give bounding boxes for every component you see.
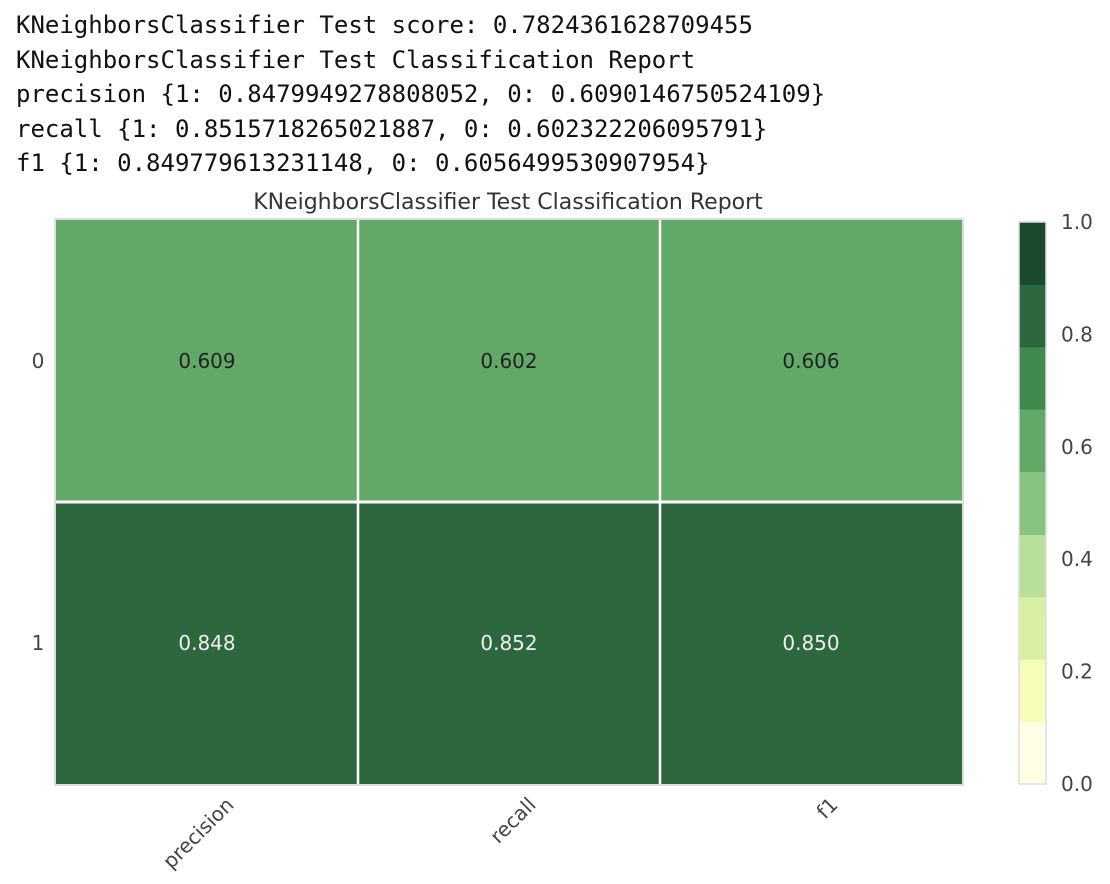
console-line-precision: precision {1: 0.8479949278808052, 0: 0.6… bbox=[16, 80, 826, 108]
chart-title: KNeighborsClassifier Test Classification… bbox=[253, 190, 763, 215]
plot-frame bbox=[54, 218, 964, 786]
colorbar-segment bbox=[1019, 659, 1046, 723]
colorbar-tick-labels: 0.0 0.2 0.4 0.6 0.8 1.0 bbox=[1061, 210, 1093, 796]
colorbar-segment bbox=[1019, 721, 1046, 785]
colorbar-tick-label: 0.6 bbox=[1061, 435, 1093, 459]
colorbar-segment bbox=[1019, 534, 1046, 598]
console-output: KNeighborsClassifier Test score: 0.78243… bbox=[16, 8, 825, 181]
heatmap-value-labels: 0.609 0.602 0.606 0.848 0.852 0.850 bbox=[178, 349, 839, 655]
colorbar bbox=[1018, 221, 1047, 785]
console-line-report-header: KNeighborsClassifier Test Classification… bbox=[16, 45, 696, 74]
cell-value-label: 0.848 bbox=[178, 631, 235, 655]
colorbar-tick-label: 1.0 bbox=[1061, 210, 1093, 234]
colorbar-tick-label: 0.0 bbox=[1061, 772, 1093, 796]
heatmap-cell bbox=[358, 220, 660, 502]
heatmap-cell bbox=[358, 502, 660, 784]
console-line-f1: f1 {1: 0.849779613231148, 0: 0.605649953… bbox=[16, 149, 710, 177]
colorbar-tick-label: 0.4 bbox=[1061, 547, 1093, 571]
console-line-score: KNeighborsClassifier Test score: 0.78243… bbox=[16, 11, 753, 39]
cell-value-label: 0.606 bbox=[782, 349, 839, 373]
colorbar-segment bbox=[1019, 284, 1046, 348]
colorbar-segment bbox=[1019, 346, 1046, 410]
y-tick-label: 1 bbox=[32, 631, 45, 655]
heatmap-cell bbox=[56, 502, 358, 784]
heatmap-grid-lines bbox=[56, 220, 962, 784]
cell-value-label: 0.852 bbox=[480, 631, 537, 655]
colorbar-segment bbox=[1019, 222, 1046, 285]
x-tick-label: precision bbox=[158, 793, 239, 874]
y-tick-label: 0 bbox=[32, 349, 45, 373]
cell-value-label: 0.850 bbox=[782, 631, 839, 655]
colorbar-frame bbox=[1018, 221, 1047, 785]
x-tick-label: f1 bbox=[812, 793, 843, 824]
heatmap-cell bbox=[56, 220, 358, 502]
cell-value-label: 0.609 bbox=[178, 349, 235, 373]
heatmap-cell bbox=[660, 220, 962, 502]
colorbar-tick-label: 0.2 bbox=[1061, 660, 1093, 684]
heatmap-cells bbox=[54, 218, 964, 786]
x-axis-tick-labels: precision recall f1 bbox=[158, 793, 843, 874]
x-tick-label: recall bbox=[485, 793, 540, 848]
y-axis-tick-labels: 01 bbox=[32, 349, 45, 655]
colorbar-segment bbox=[1019, 471, 1046, 535]
console-line-recall: recall {1: 0.8515718265021887, 0: 0.6023… bbox=[16, 114, 768, 143]
colorbar-segment bbox=[1019, 409, 1046, 473]
colorbar-tick-label: 0.8 bbox=[1061, 322, 1093, 346]
colorbar-segment bbox=[1019, 596, 1046, 660]
cell-value-label: 0.602 bbox=[480, 349, 537, 373]
heatmap-cell bbox=[660, 502, 962, 784]
